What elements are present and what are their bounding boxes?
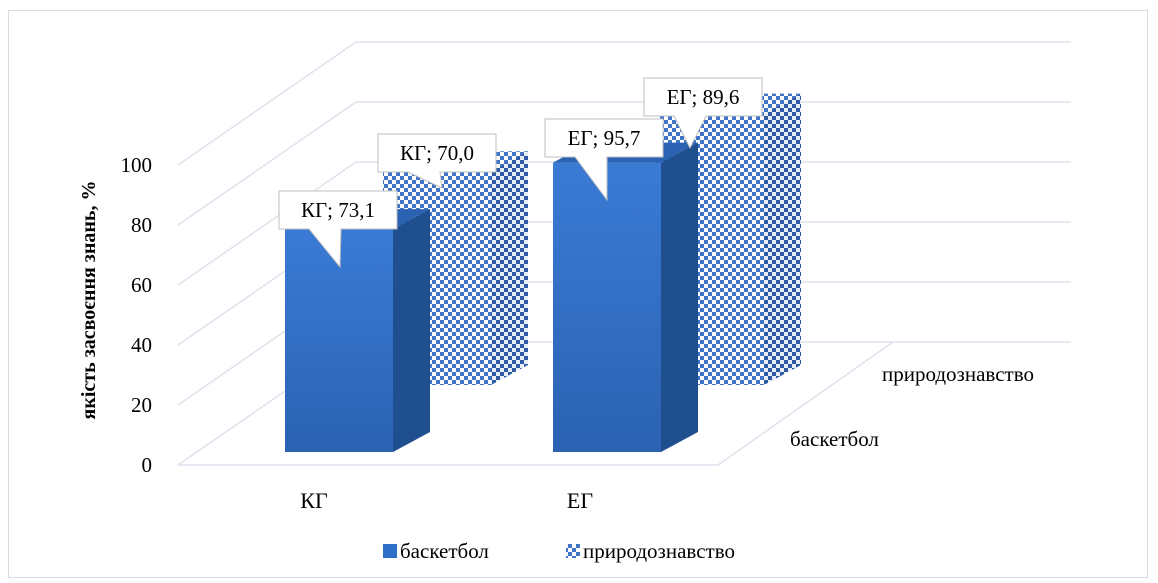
data-label-box — [544, 118, 664, 202]
grid-line — [177, 161, 1071, 286]
chart-frame — [8, 10, 1148, 578]
x-axis-categories: КГ ЕГ — [300, 488, 593, 513]
y-tick-label: 20 — [131, 393, 152, 417]
y-tick-label: 40 — [131, 333, 152, 357]
bars — [285, 93, 801, 452]
legend-label: баскетбол — [400, 539, 489, 563]
data-label-баскетбол-1: ЕГ; 95,7 — [544, 118, 664, 202]
data-label-box — [377, 133, 497, 189]
bar-side — [393, 209, 430, 452]
bar-side — [764, 93, 801, 386]
data-label-text: ЕГ; 89,6 — [667, 85, 740, 109]
bar-баскетбол — [553, 142, 698, 452]
bar-side — [491, 151, 528, 385]
legend-swatch — [383, 544, 397, 558]
grid-line — [177, 41, 1071, 166]
data-labels: КГ; 73,1 ЕГ; 95,7 КГ; 70,0 ЕГ; 89,6 — [278, 77, 763, 269]
depth-axis-label: баскетбол — [790, 427, 879, 451]
legend-label: природознавство — [583, 539, 735, 563]
y-tick-label: 0 — [142, 453, 153, 477]
data-label-природознавство-0: КГ; 70,0 — [377, 133, 497, 189]
data-label-text: ЕГ; 95,7 — [568, 126, 641, 150]
data-label-box — [278, 190, 398, 269]
grid-line — [177, 101, 1071, 226]
y-axis-label: якість засвоєння знань, % — [78, 181, 100, 420]
depth-axis-labels: баскетбол природознавство — [790, 362, 1034, 451]
x-category-label: ЕГ — [567, 488, 593, 513]
bar-front — [553, 162, 661, 452]
data-label-text: КГ; 73,1 — [301, 198, 375, 222]
grid-lines — [177, 41, 1071, 466]
legend: баскетбол природознавство — [383, 539, 735, 563]
x-category-label: КГ — [300, 488, 328, 513]
data-label-text: КГ; 70,0 — [400, 141, 474, 165]
bar-баскетбол — [285, 209, 430, 452]
data-label-box — [643, 77, 763, 150]
bar-side — [661, 142, 698, 452]
data-label-природознавство-1: ЕГ; 89,6 — [643, 77, 763, 150]
legend-swatch — [566, 544, 580, 558]
depth-axis-label: природознавство — [882, 362, 1034, 386]
y-axis-ticks: 0 20 40 60 80 100 — [121, 153, 153, 477]
y-tick-label: 80 — [131, 213, 152, 237]
y-tick-label: 100 — [121, 153, 153, 177]
y-tick-label: 60 — [131, 273, 152, 297]
floor-edge — [178, 341, 894, 466]
data-label-баскетбол-0: КГ; 73,1 — [278, 190, 398, 269]
